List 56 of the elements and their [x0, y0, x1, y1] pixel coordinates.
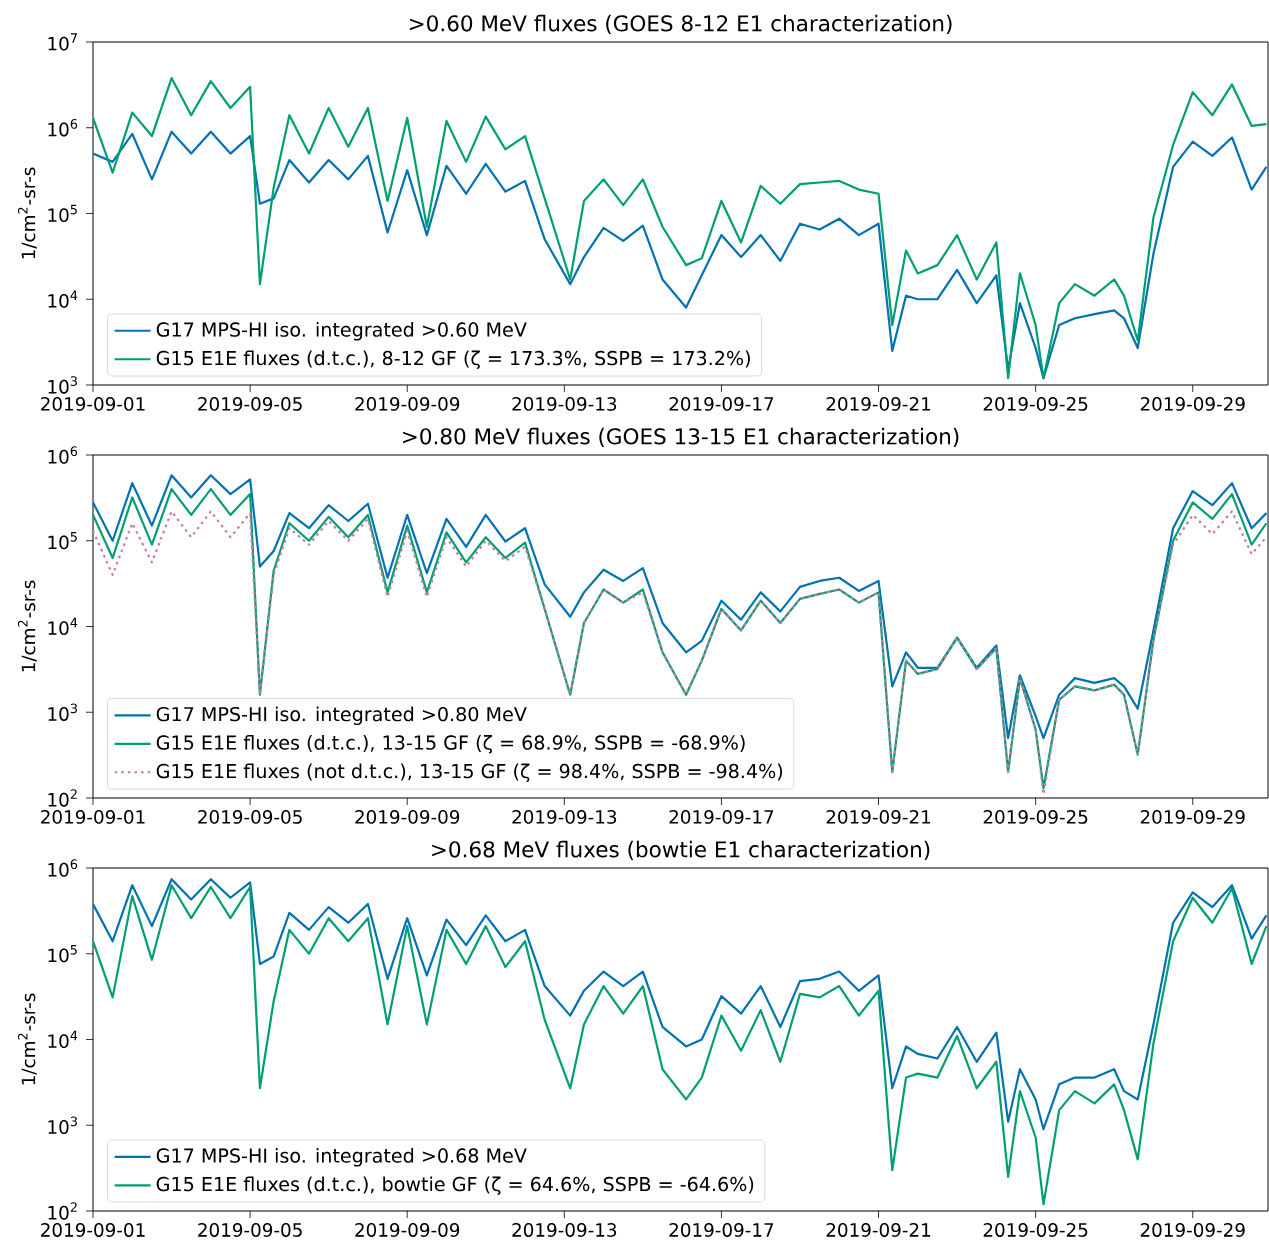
y-tick-label: 10$^{2}$: [48, 789, 77, 807]
chart-title: >0.68 MeV fluxes (bowtie E1 characterization): [432, 840, 930, 861]
y-tick-label: 10$^{3}$: [48, 1116, 77, 1134]
chart-title: >0.80 MeV fluxes (GOES 13-15 E1 characterization): [403, 427, 959, 448]
x-tick-label: 2019-09-13: [512, 1223, 617, 1237]
legend-label: G15 E1E fluxes (not d.t.c.), 13-15 GF (ζ = 98.4%, SSPB = -98.4%): [156, 763, 783, 783]
legend-label: G15 E1E fluxes (d.t.c.), bowtie GF (ζ = 64.6%, SSPB = -64.6%): [156, 1176, 754, 1196]
y-axis-title: 1/cm$^{2}$-sr-s: [17, 993, 37, 1085]
y-tick-label: 10$^{5}$: [48, 204, 77, 223]
x-tick-label: 2019-09-17: [669, 396, 774, 411]
legend-label: G17 MPS-HI iso. integrated >0.68 MeV: [156, 1148, 527, 1167]
line-series: [93, 884, 1268, 1206]
y-tick-label: 10$^{3}$: [48, 703, 77, 721]
y-tick-label: 10$^{6}$: [48, 446, 78, 464]
line-series: [93, 76, 1268, 380]
y-tick-label: 10$^{5}$: [48, 945, 77, 963]
y-tick-label: 10$^{3}$: [48, 376, 77, 394]
x-tick-label: 2019-09-29: [1140, 1223, 1245, 1237]
x-tick-label: 2019-09-13: [512, 396, 617, 411]
line-series: [93, 130, 1268, 380]
x-tick-label: 2019-09-25: [983, 396, 1088, 411]
x-tick-label: 2019-09-05: [198, 1223, 302, 1237]
x-tick-label: 2019-09-09: [355, 396, 460, 411]
x-tick-label: 2019-09-21: [826, 810, 931, 824]
x-tick-label: 2019-09-29: [1140, 810, 1245, 824]
x-tick-label: 2019-09-01: [41, 1223, 145, 1237]
x-tick-label: 2019-09-01: [41, 810, 145, 824]
x-tick-label: 2019-09-17: [669, 810, 774, 824]
y-tick-label: 10$^{6}$: [48, 859, 78, 877]
x-tick-label: 2019-09-05: [198, 810, 302, 824]
y-tick-label: 10$^{6}$: [48, 119, 78, 137]
y-tick-label: 10$^{4}$: [48, 617, 78, 636]
x-tick-label: 2019-09-25: [983, 1223, 1088, 1237]
legend-label: G15 E1E fluxes (d.t.c.), 8-12 GF (ζ = 173.3%, SSPB = 173.2%): [156, 350, 750, 370]
x-tick-label: 2019-09-13: [512, 810, 617, 824]
x-tick-label: 2019-09-21: [826, 1223, 931, 1237]
line-series: [93, 878, 1268, 1131]
y-tick-label: 10$^{2}$: [48, 1202, 77, 1220]
y-axis-title: 1/cm$^{2}$-sr-s: [17, 167, 37, 259]
legend-label: G17 MPS-HI iso. integrated >0.60 MeV: [156, 322, 527, 341]
x-tick-label: 2019-09-25: [983, 810, 1088, 824]
x-tick-label: 2019-09-21: [826, 396, 931, 411]
x-tick-label: 2019-09-17: [669, 1223, 774, 1237]
x-tick-label: 2019-09-01: [41, 396, 145, 411]
y-tick-label: 10$^{4}$: [48, 290, 78, 308]
x-tick-label: 2019-09-09: [355, 1223, 460, 1237]
x-tick-label: 2019-09-05: [198, 396, 302, 411]
x-tick-label: 2019-09-29: [1140, 396, 1245, 411]
y-tick-label: 10$^{4}$: [48, 1030, 78, 1049]
legend-label: G15 E1E fluxes (d.t.c.), 13-15 GF (ζ = 68.9%, SSPB = -68.9%): [156, 735, 745, 754]
y-tick-label: 10$^{7}$: [48, 33, 77, 51]
chart-title: >0.60 MeV fluxes (GOES 8-12 E1 characterization): [409, 14, 952, 35]
y-tick-label: 10$^{5}$: [48, 532, 77, 550]
legend-label: G17 MPS-HI iso. integrated >0.80 MeV: [156, 706, 527, 726]
x-tick-label: 2019-09-09: [355, 810, 460, 824]
y-axis-title: 1/cm$^{2}$-sr-s: [17, 580, 37, 672]
